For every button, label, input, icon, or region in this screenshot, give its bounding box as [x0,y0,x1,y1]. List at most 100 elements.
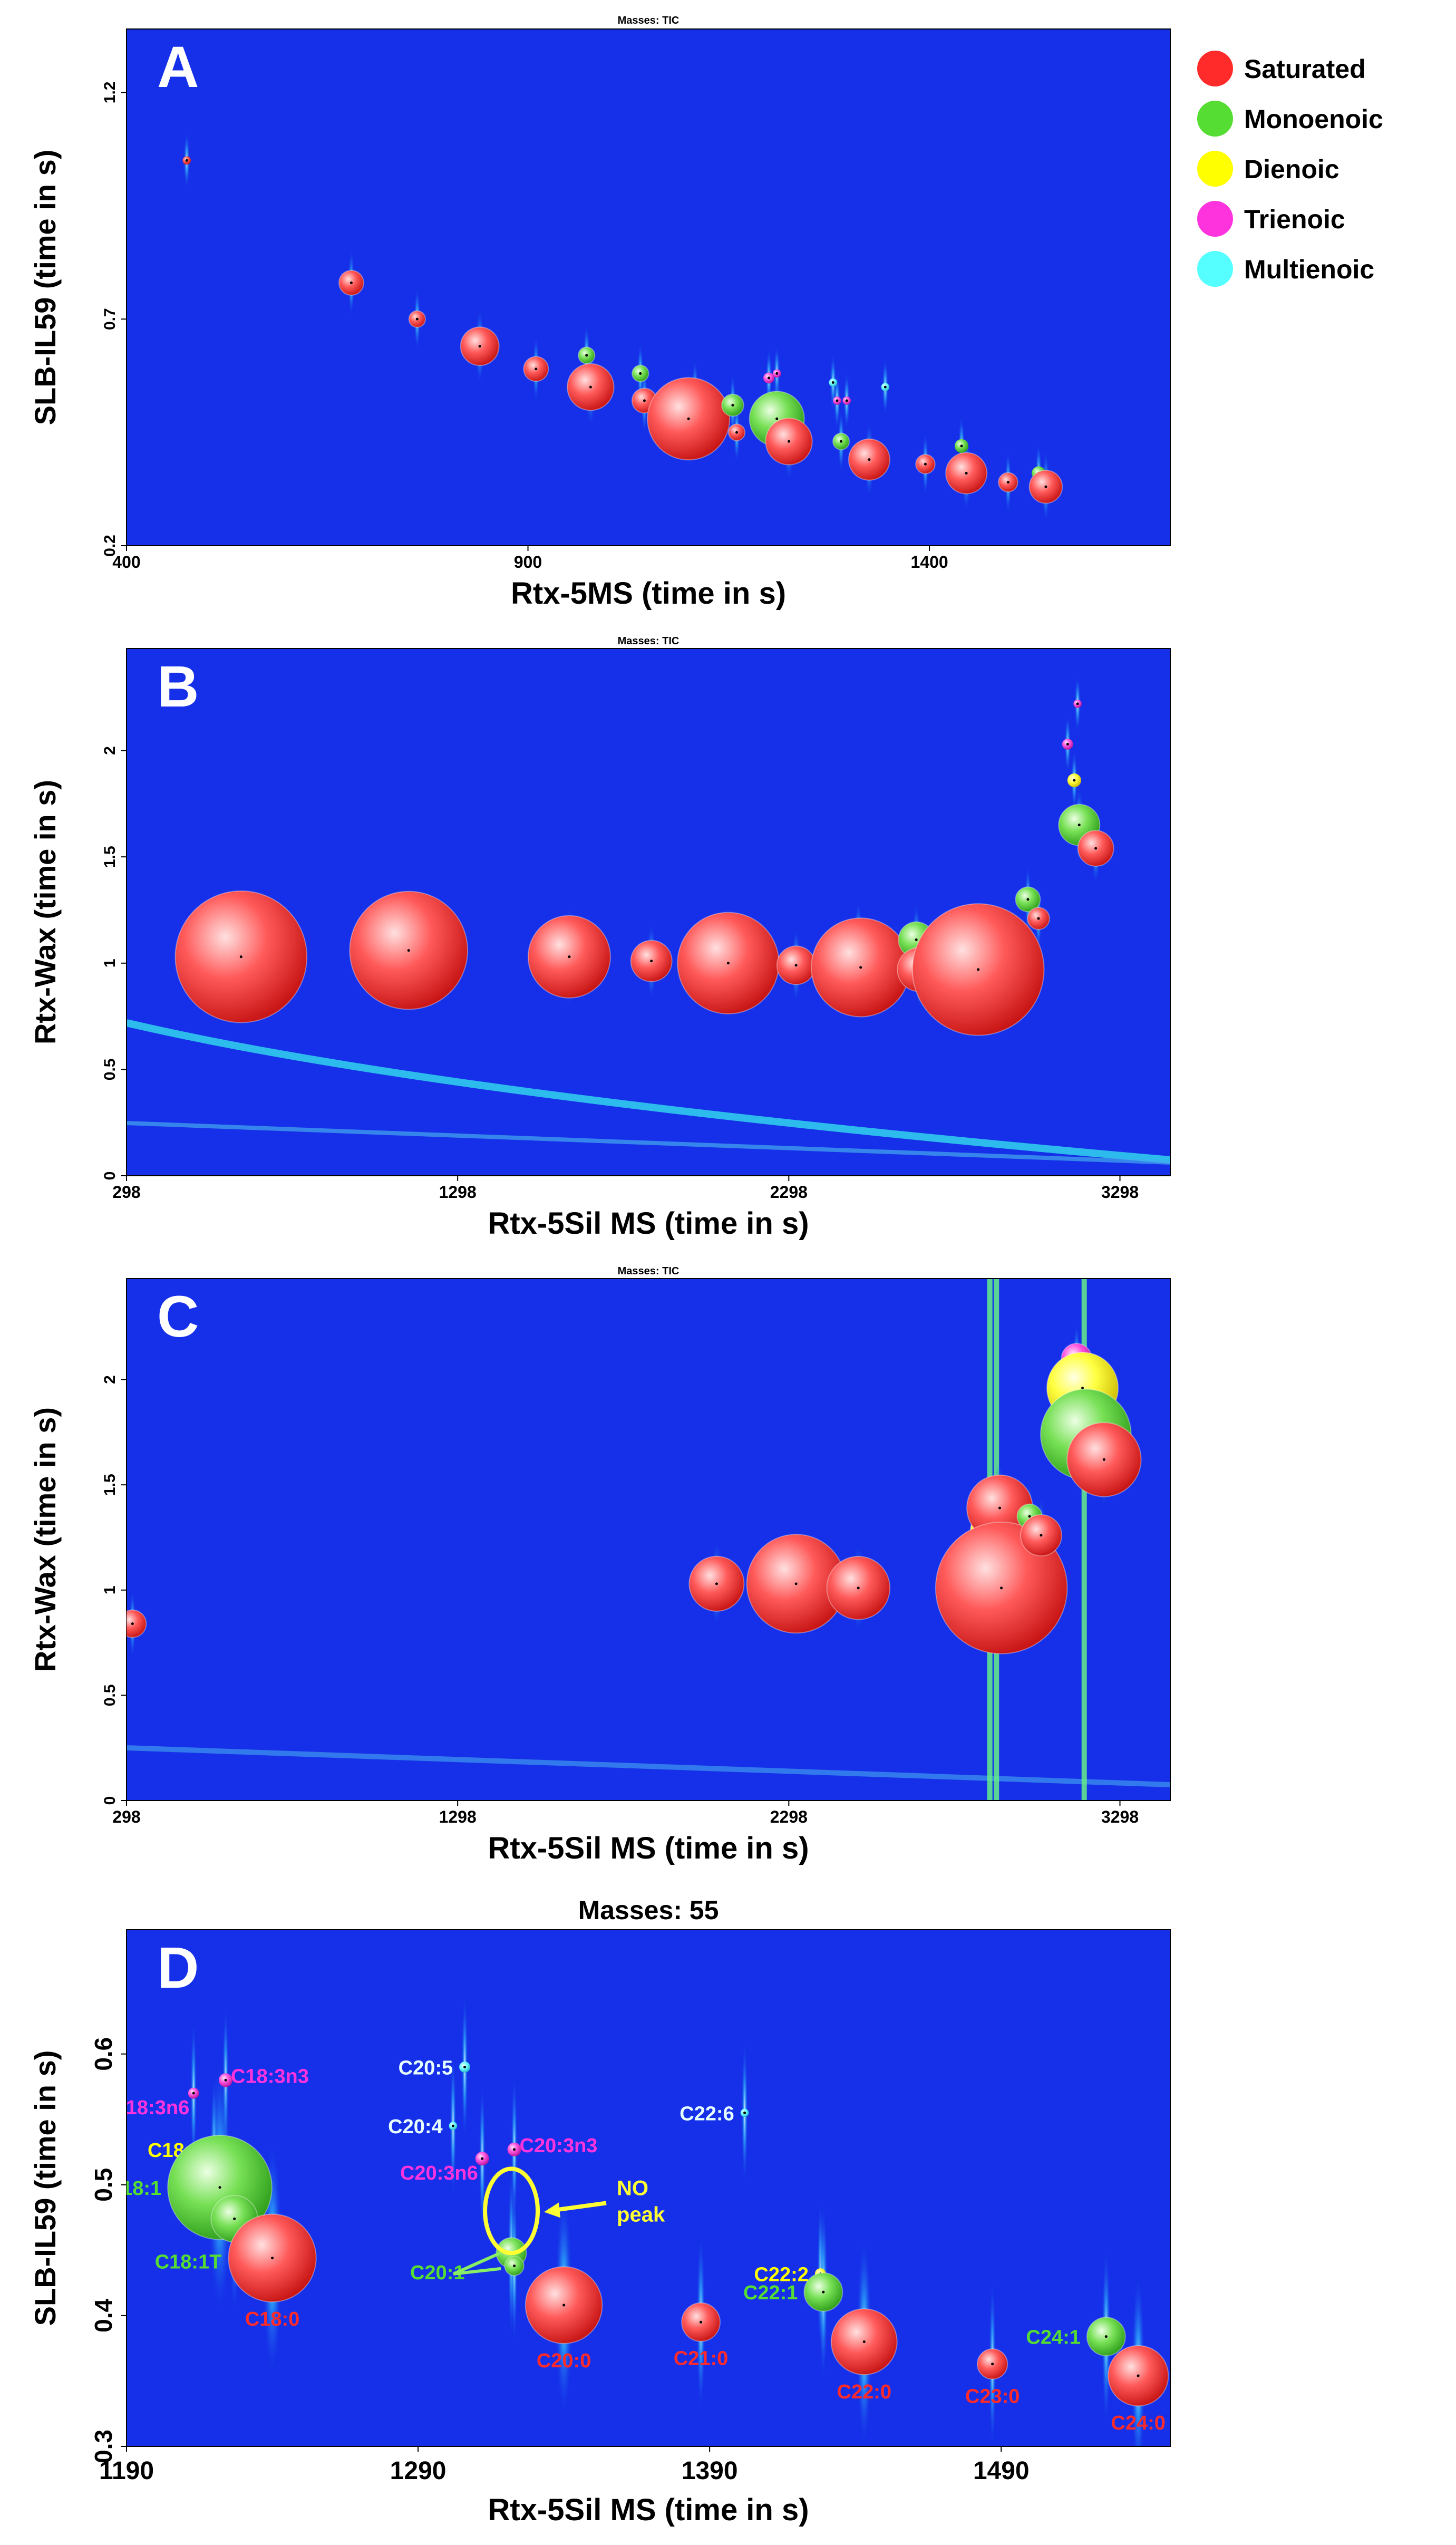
y-tick-label: 2 [101,1375,119,1384]
y-axis-label: SLB-IL59 (time in s) [28,2050,62,2326]
point-center [513,2265,516,2268]
point-center [1026,898,1030,901]
point-label: C22:0 [837,2381,892,2403]
point-center [884,385,887,389]
point-center [131,1622,134,1625]
point-label: C18:0 [245,2308,300,2330]
plot-frame [126,648,1171,1176]
point-center [350,281,353,284]
panel-letter: B [157,654,199,719]
data-point-saturated[interactable] [119,1609,147,1638]
point-center [239,955,242,959]
point-center [775,372,779,375]
point-center [998,1506,1001,1509]
point-center [1104,2335,1108,2338]
x-tick-label: 1290 [390,2457,446,2485]
panel-a: Masses: TIC A 400 900 1400 0.2 0.7 1.2 Rtx-5MS (… [28,15,1171,611]
point-center [822,2290,825,2294]
data-points [182,156,1063,504]
point-center [700,2320,703,2324]
point-center [1137,2374,1140,2377]
point-center [836,399,839,402]
data-points: C18:3n6C18:3n3C18:2C18:1C18:1TC18:0C20:5… [111,2057,1169,2434]
x-tick-label: 900 [514,553,542,572]
point-center [1094,847,1098,850]
point-label: C20:0 [537,2350,591,2372]
point-center [687,417,690,420]
x-tick-label: 1298 [439,1183,477,1202]
y-tick-label: 1.2 [101,81,119,103]
chart-title: Masses: TIC [618,15,680,26]
label-arrow [453,2267,501,2276]
point-center [463,2066,467,2069]
legend: Saturated Monoenoic Dienoic Trienoic Multien… [1197,51,1383,287]
legend-label: Monoenoic [1244,104,1383,134]
no-peak-ellipse [483,2166,540,2256]
point-label: C23:0 [965,2385,1020,2407]
point-center [192,2092,195,2095]
point-label: C20:5 [399,2057,453,2079]
y-tick-label: 0.5 [101,1059,119,1081]
x-tick-label: 1400 [910,553,948,572]
chart-title: Masses: TIC [618,1265,680,1277]
x-axis-label: Rtx-5Sil MS (time in s) [488,2493,809,2527]
x-tick-label: 298 [112,1183,140,1202]
point-center [271,2257,274,2260]
point-center [767,376,770,380]
panel-letter: A [157,35,199,100]
legend-swatch [1197,251,1233,287]
point-center [965,471,968,475]
point-center [977,968,980,971]
x-tick-label: 2298 [770,1183,808,1202]
point-center [735,431,739,434]
point-center [589,385,592,389]
annotation-text: peak [617,2203,665,2226]
y-tick-label: 0 [101,1172,119,1180]
point-center [1037,917,1040,920]
annotation-arrowhead [544,2202,561,2218]
point-label: C18:3n3 [231,2065,309,2087]
y-tick-label: 1.5 [101,846,119,868]
point-center [915,938,918,941]
point-center [1076,702,1079,705]
point-center [862,2340,866,2344]
x-tick-label: 1390 [682,2457,738,2485]
x-tick-label: 298 [112,1807,140,1826]
data-points [119,1343,1142,1654]
y-tick-label: 0.5 [90,2168,117,2202]
point-center [831,381,834,384]
point-label: C22:6 [680,2103,734,2125]
point-center [1006,481,1010,484]
y-tick-label: 0.7 [101,308,119,330]
y-tick-label: 0.3 [90,2430,117,2463]
y-tick-label: 2 [101,746,119,755]
point-center [845,399,848,402]
point-label: C18:3n6 [111,2097,189,2119]
point-center [840,440,843,443]
point-center [1073,779,1076,782]
y-axis-label: Rtx-Wax (time in s) [28,1407,62,1672]
point-center [224,2078,227,2082]
point-center [924,462,927,466]
point-center [643,399,646,402]
panel-d: Masses: 55 D 1190 1290 1390 1490 0.3 0.4 0.5 0.6 R… [28,1895,1171,2527]
y-tick-label: 1 [101,1585,119,1594]
point-label: C20:3n3 [520,2135,598,2157]
x-tick-label: 400 [112,553,140,572]
label-arrow [452,2251,502,2276]
point-center [1102,1458,1105,1461]
legend-swatch [1197,201,1233,237]
chart-title: Masses: TIC [618,635,680,647]
point-center [233,2217,236,2220]
y-tick-label: 1 [101,959,119,967]
point-center [726,962,730,965]
point-center [775,417,779,420]
panel-b: Masses: TIC B 298 1298 2298 3298 0 0.5 1 1.5 2 Rtx-… [28,635,1171,1241]
y-tick-label: 0.6 [90,2037,117,2071]
column-bleed [1081,1279,1087,1801]
x-tick-label: 2298 [770,1807,808,1826]
point-center [794,1582,798,1585]
y-tick-label: 0 [101,1796,119,1805]
legend-label: Saturated [1244,54,1366,84]
y-axis-label: SLB-IL59 (time in s) [28,150,62,425]
